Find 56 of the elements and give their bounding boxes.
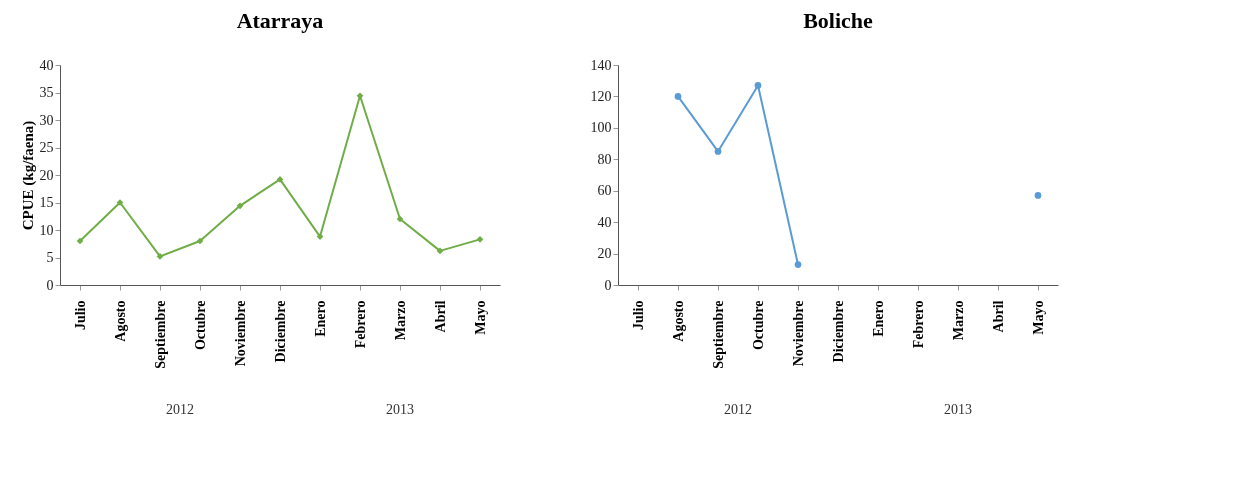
y-tick-label: 60 xyxy=(597,183,612,199)
y-tick-label: 5 xyxy=(46,250,54,265)
x-tick-label: Mayo xyxy=(472,300,488,335)
x-tick-label: Abril xyxy=(432,300,448,333)
point xyxy=(476,236,484,243)
point xyxy=(436,247,444,255)
x-tick-label: Julio xyxy=(630,300,646,331)
point xyxy=(236,202,244,210)
x-tick-label: Agosto xyxy=(112,300,128,342)
x-tick-label: Mayo xyxy=(1030,300,1046,335)
point xyxy=(714,148,722,155)
x-tick-label: Diciembre xyxy=(272,300,288,363)
x-tick-label: Enero xyxy=(870,300,886,337)
x-tick-label: Agosto xyxy=(670,300,686,342)
x-tick-label: Septiembre xyxy=(710,300,726,369)
text: 2012 xyxy=(724,402,752,417)
point xyxy=(674,93,682,100)
y-tick-label: 0 xyxy=(604,277,612,293)
y-tick-label: 120 xyxy=(590,88,612,104)
chart-title: Atarraya xyxy=(236,8,324,33)
x-tick-label: Febrero xyxy=(910,300,926,349)
x-tick-label: Noviembre xyxy=(790,300,806,367)
x-tick-label: Diciembre xyxy=(830,300,846,363)
y-axis-title: CPUE (kg/faena) xyxy=(19,120,37,231)
x-tick-label: Julio xyxy=(72,300,88,331)
y-tick-label: 40 xyxy=(597,214,612,230)
y-tick-label: 20 xyxy=(597,246,612,262)
x-tick-label: Marzo xyxy=(392,300,408,341)
x-tick-label: Octubre xyxy=(750,300,766,351)
text: 2012 xyxy=(166,402,194,417)
text: 2013 xyxy=(944,402,972,417)
point xyxy=(396,215,404,223)
text: 2013 xyxy=(386,402,414,417)
y-tick-label: 10 xyxy=(39,222,54,238)
point xyxy=(754,82,762,89)
x-tick-label: Abril xyxy=(990,300,1006,333)
x-tick-label: Enero xyxy=(312,300,328,337)
x-tick-label: Noviembre xyxy=(232,300,248,367)
y-tick-label: 80 xyxy=(597,151,612,167)
y-tick-label: 30 xyxy=(39,112,54,128)
y-tick-label: 40 xyxy=(39,57,54,73)
y-tick-label: 15 xyxy=(39,195,54,210)
point xyxy=(196,237,204,245)
point xyxy=(794,261,802,268)
point xyxy=(76,237,84,245)
y-tick-label: 100 xyxy=(590,120,612,136)
y-tick-label: 20 xyxy=(39,167,54,183)
y-tick-label: 0 xyxy=(46,277,54,293)
chart-title: Boliche xyxy=(803,8,874,33)
y-tick-label: 35 xyxy=(39,85,54,100)
y-tick-label: 140 xyxy=(590,57,612,73)
x-tick-label: Octubre xyxy=(192,300,208,351)
x-tick-label: Septiembre xyxy=(152,300,168,369)
y-tick-label: 25 xyxy=(39,140,54,155)
x-tick-label: Febrero xyxy=(352,300,368,349)
x-tick-label: Marzo xyxy=(950,300,966,341)
